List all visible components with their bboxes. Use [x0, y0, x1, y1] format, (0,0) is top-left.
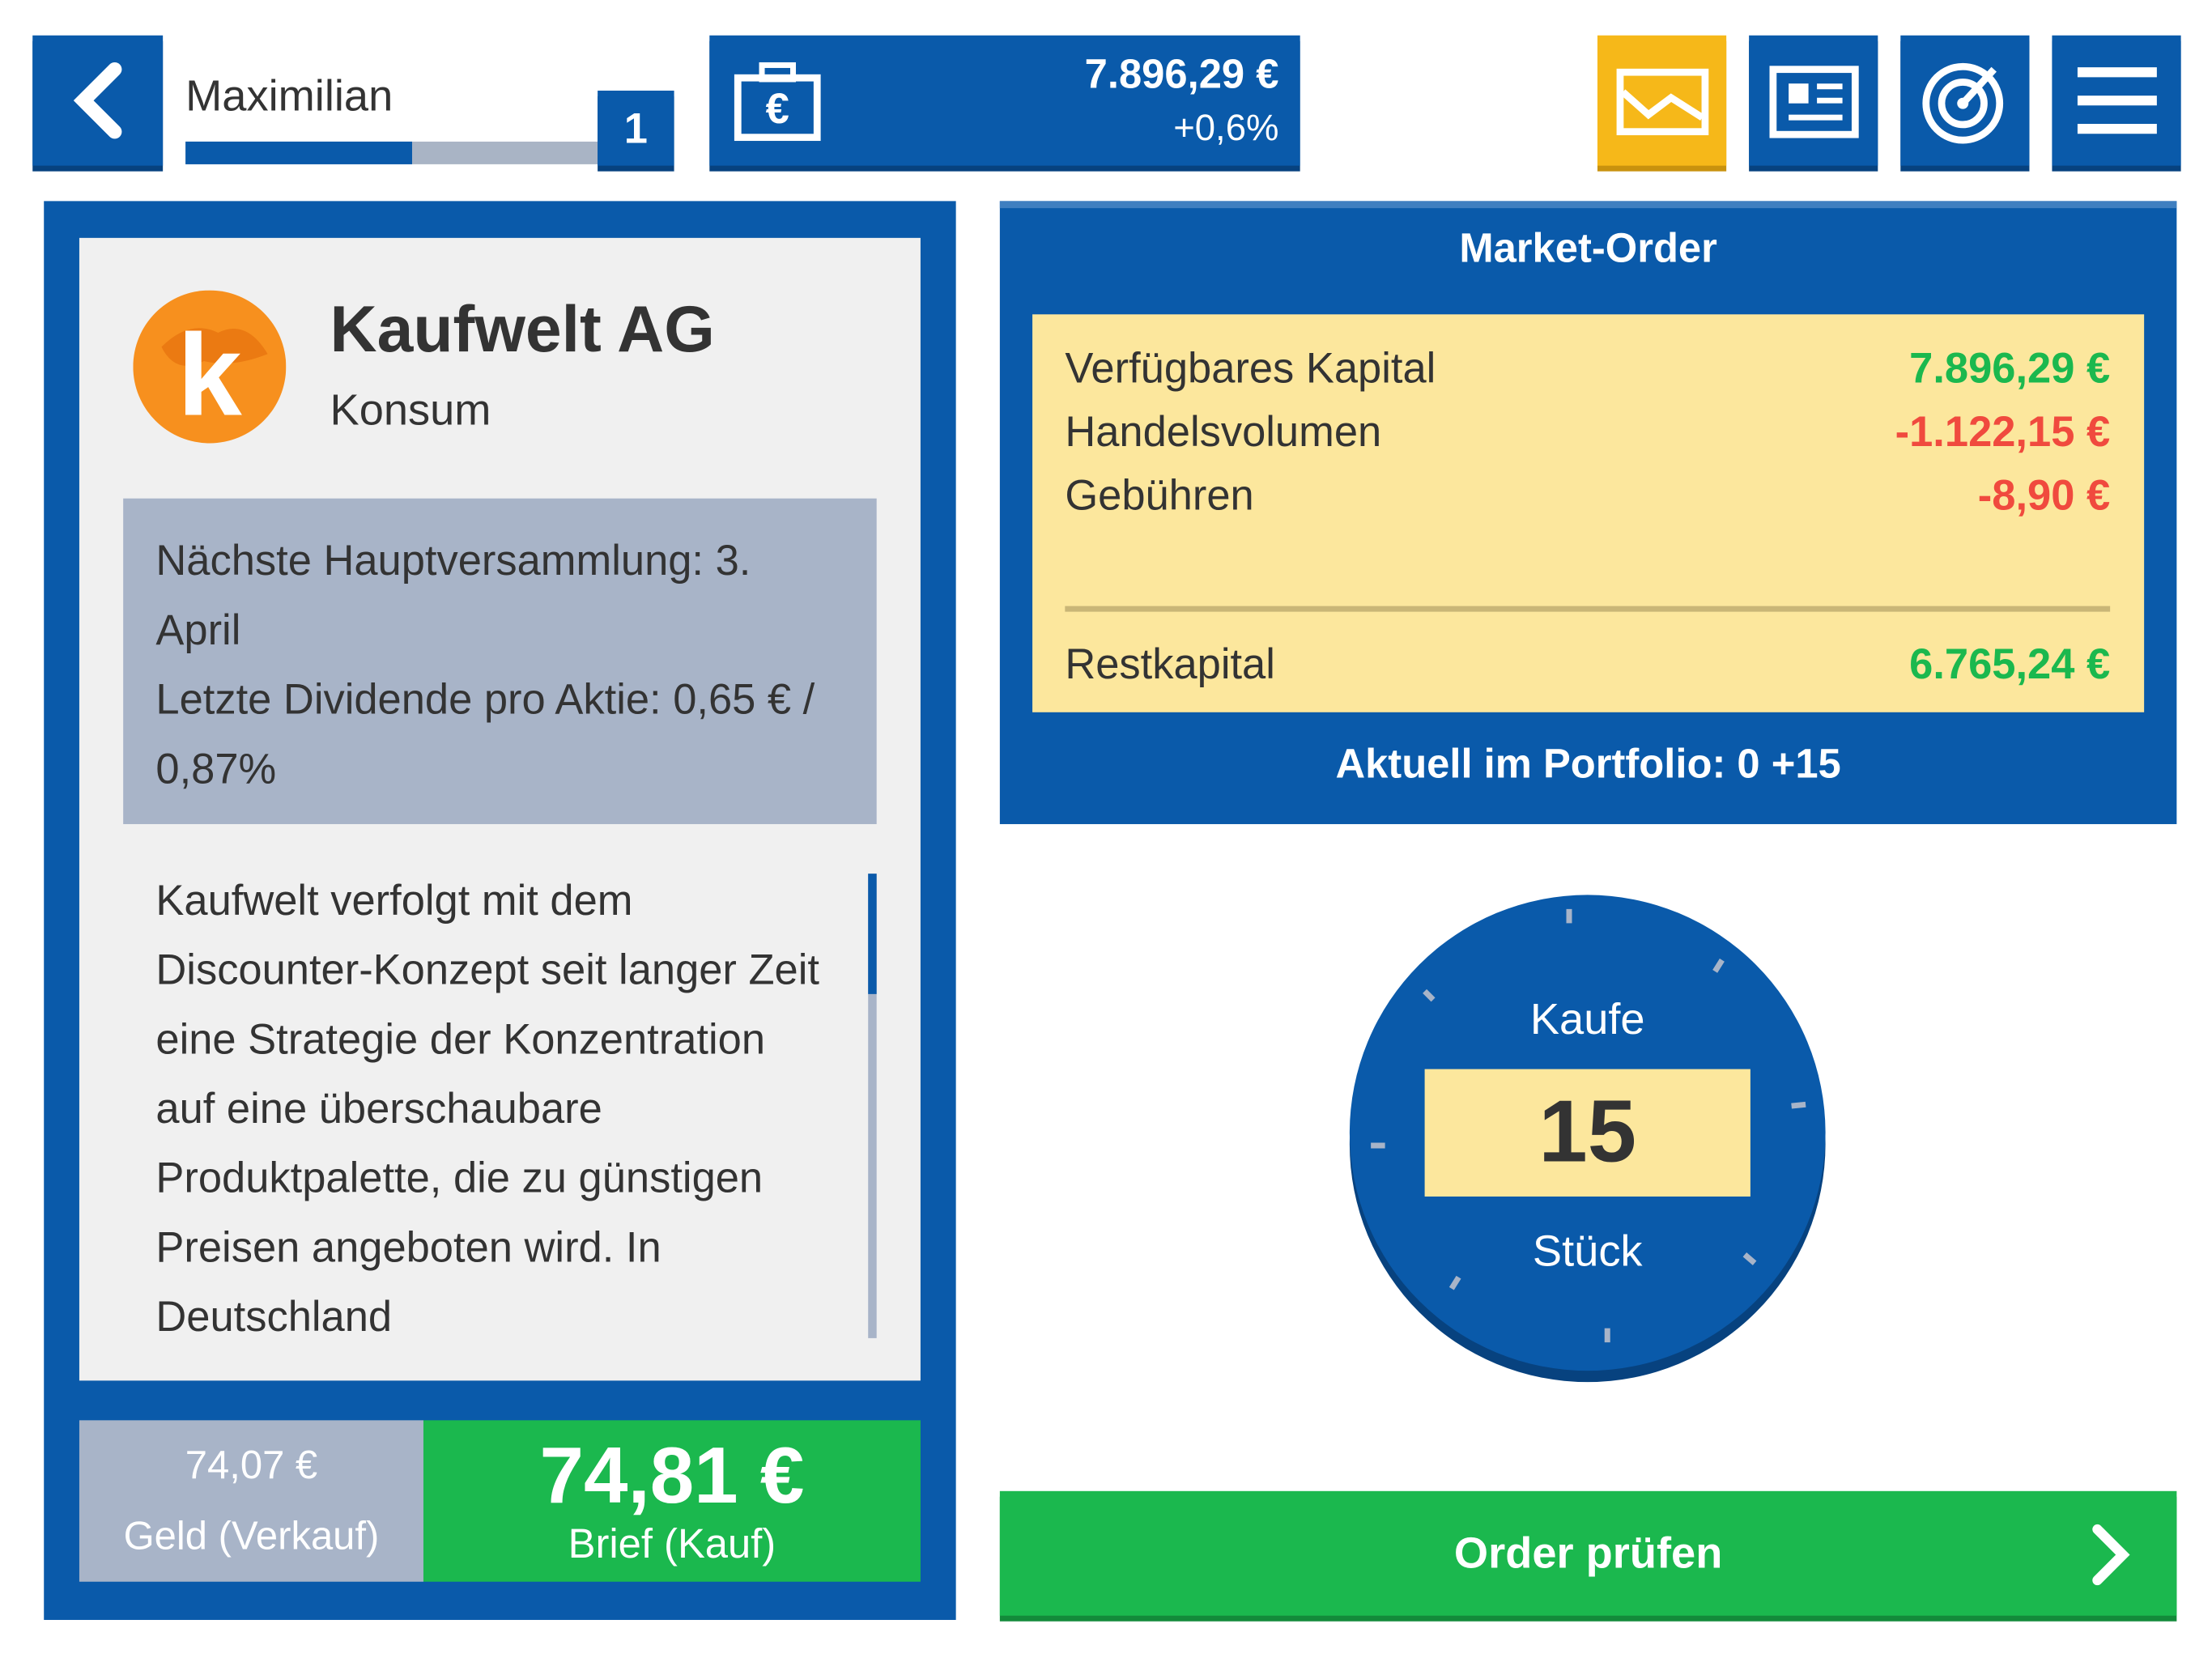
info-line: Letzte Dividende pro Aktie: 0,65 € / 0,8… — [155, 677, 815, 793]
target-icon — [1922, 62, 2004, 144]
chevron-icon — [2092, 1524, 2130, 1586]
player-name: Maximilian — [185, 70, 393, 121]
ask-box: 74,81 € Brief (Kauf) — [423, 1420, 921, 1582]
chart-icon — [1616, 68, 1709, 136]
portfolio: Aktuell im Portfolio: 0 +15 — [1335, 742, 1841, 788]
stock-name: Kaufwelt AG — [330, 291, 715, 366]
dial-action: Kaufe — [1529, 993, 1645, 1044]
order-row: Handelsvolumen -1.122,15 € — [1065, 409, 2110, 466]
stock-sector: Konsum — [330, 385, 491, 435]
level: 1 — [598, 90, 674, 166]
order-row: Verfügbares Kapital 7.896,29 € — [1065, 346, 2110, 402]
dial-unit: Stück — [1532, 1226, 1643, 1276]
back-button[interactable] — [32, 35, 164, 166]
logo-letter: k — [177, 310, 242, 440]
menu-icon — [2077, 67, 2157, 134]
goals-button[interactable] — [1900, 35, 2030, 166]
balance: 7.896,29 € — [1084, 52, 1279, 98]
row-label: Verfügbares Kapital — [1065, 345, 1436, 393]
dial-quantity: 15 — [1538, 1083, 1637, 1181]
bid-box: 74,07 € Geld (Verkauf) — [79, 1420, 423, 1582]
progress-fill — [185, 141, 412, 164]
balance-change: +0,6% — [1173, 106, 1279, 149]
balance-box[interactable]: € 7.896,29 € +0,6% — [709, 35, 1300, 166]
row-value: -1.122,15 € — [1895, 409, 2111, 457]
dial-ticks — [1371, 908, 1806, 1343]
stock-logo: k — [133, 290, 287, 444]
order-title: Market-Order — [1459, 226, 1717, 272]
info-box: Nächste Hauptversammlung: 3. April Letzt… — [123, 498, 877, 824]
scroll-thumb — [868, 874, 877, 994]
info-line: Nächste Hauptversammlung: 3. April — [155, 538, 751, 655]
ask-price: 74,81 € — [539, 1430, 805, 1520]
row-value: 6.765,24 € — [1909, 641, 2111, 689]
ask-label: Brief (Kauf) — [568, 1522, 776, 1568]
row-label: Handelsvolumen — [1065, 409, 1382, 457]
back-icon — [73, 62, 122, 139]
row-label: Gebühren — [1065, 473, 1254, 520]
quantity-dial[interactable] — [1331, 878, 1841, 1388]
row-value: -8,90 € — [1977, 473, 2111, 520]
progress-track — [185, 141, 598, 164]
news-button[interactable] — [1749, 35, 1878, 166]
svg-text:€: € — [766, 86, 789, 133]
order-button[interactable]: Order prüfen — [999, 1490, 2177, 1616]
order-row: Gebühren -8,90 € — [1065, 473, 2110, 529]
scrollbar[interactable] — [868, 874, 877, 1338]
menu-button[interactable] — [2052, 35, 2181, 166]
order-summary — [1032, 314, 2145, 712]
button-label: Order prüfen — [1453, 1528, 1723, 1578]
row-label: Restkapital — [1065, 641, 1275, 689]
rest-row: Restkapital 6.765,24 € — [1065, 641, 2110, 698]
chart-button[interactable] — [1597, 35, 1727, 166]
description: Kaufwelt verfolgt mit dem Discounter-Kon… — [155, 878, 819, 1338]
news-icon — [1769, 66, 1859, 138]
divider — [1065, 606, 2111, 612]
wallet-icon: € — [734, 62, 821, 142]
bid-label: Geld (Verkauf) — [123, 1513, 380, 1558]
bid-price: 74,07 € — [185, 1443, 318, 1487]
row-value: 7.896,29 € — [1909, 345, 2111, 393]
